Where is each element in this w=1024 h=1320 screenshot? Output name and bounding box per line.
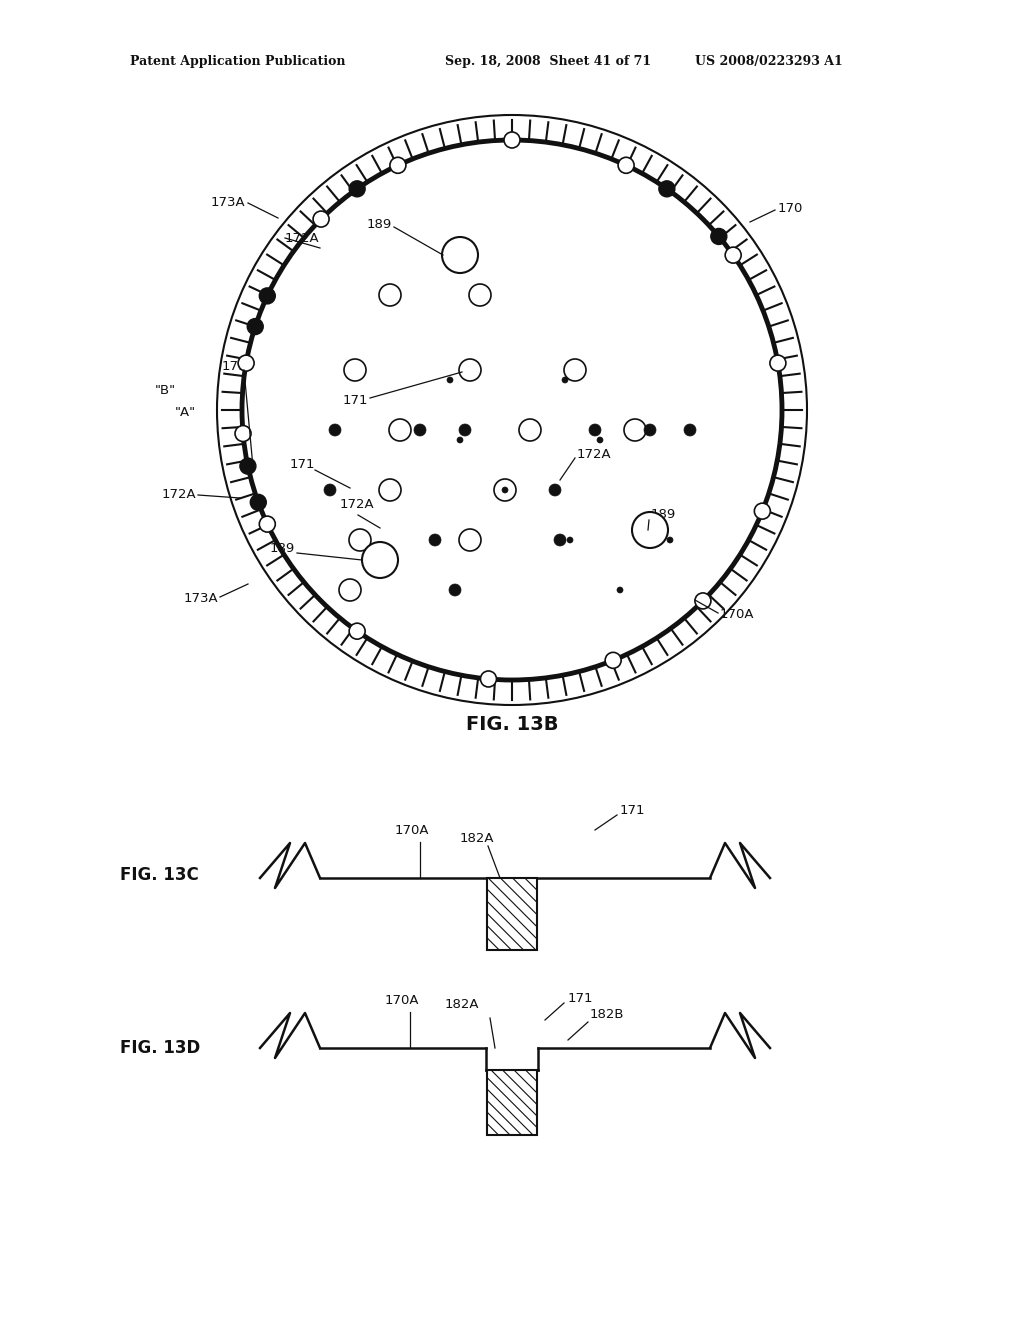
Circle shape [567, 537, 573, 543]
Text: "A": "A" [175, 405, 196, 418]
Circle shape [502, 487, 508, 492]
Circle shape [459, 359, 481, 381]
Text: 171: 171 [620, 804, 645, 817]
Text: 182A: 182A [445, 998, 479, 1011]
Text: 171: 171 [342, 393, 368, 407]
Circle shape [247, 318, 263, 334]
Text: FIG. 13D: FIG. 13D [120, 1039, 201, 1057]
Circle shape [632, 512, 668, 548]
Circle shape [324, 484, 336, 496]
Circle shape [390, 157, 406, 173]
Circle shape [459, 529, 481, 550]
Circle shape [711, 228, 727, 244]
Text: 189: 189 [651, 508, 676, 521]
Circle shape [313, 211, 329, 227]
Bar [487, 1071, 537, 1135]
Circle shape [447, 378, 453, 383]
Circle shape [457, 437, 463, 444]
Circle shape [644, 424, 656, 436]
Circle shape [259, 516, 275, 532]
Circle shape [480, 671, 497, 686]
Circle shape [562, 378, 568, 383]
Circle shape [349, 623, 366, 639]
Circle shape [379, 479, 401, 502]
Text: 189: 189 [269, 541, 295, 554]
Circle shape [504, 132, 520, 148]
Text: 173A: 173A [210, 197, 245, 210]
Circle shape [667, 537, 673, 543]
Circle shape [589, 424, 601, 436]
Circle shape [755, 503, 770, 519]
Circle shape [349, 181, 366, 197]
Text: 171: 171 [290, 458, 315, 471]
Circle shape [329, 424, 341, 436]
Circle shape [442, 238, 478, 273]
Circle shape [494, 479, 516, 502]
Text: 171: 171 [568, 991, 594, 1005]
Text: 189: 189 [367, 219, 392, 231]
Bar [487, 878, 537, 950]
Text: Sep. 18, 2008  Sheet 41 of 71: Sep. 18, 2008 Sheet 41 of 71 [445, 55, 651, 69]
Text: "B": "B" [155, 384, 176, 396]
Text: 182A: 182A [460, 832, 495, 845]
Circle shape [239, 355, 254, 371]
Circle shape [236, 425, 251, 441]
Text: 170: 170 [778, 202, 804, 214]
Circle shape [605, 652, 622, 668]
Text: 173A: 173A [183, 591, 218, 605]
Text: 171: 171 [222, 360, 248, 374]
Circle shape [362, 543, 398, 578]
Text: 182B: 182B [590, 1008, 625, 1022]
Circle shape [549, 484, 561, 496]
Circle shape [259, 288, 275, 304]
Text: 172A: 172A [285, 231, 319, 244]
Circle shape [344, 359, 366, 381]
Circle shape [414, 424, 426, 436]
Text: 170A: 170A [720, 609, 755, 622]
Circle shape [339, 579, 361, 601]
Circle shape [240, 458, 256, 474]
Circle shape [389, 418, 411, 441]
Circle shape [449, 583, 461, 597]
Circle shape [554, 535, 566, 546]
Circle shape [770, 355, 785, 371]
Circle shape [564, 359, 586, 381]
Text: 172A: 172A [340, 499, 375, 511]
Text: 170A: 170A [385, 994, 420, 1006]
Circle shape [469, 284, 490, 306]
Text: 172A: 172A [577, 449, 611, 462]
Circle shape [250, 495, 266, 511]
Text: 170A: 170A [395, 824, 429, 837]
Circle shape [658, 181, 675, 197]
Circle shape [618, 157, 634, 173]
Circle shape [429, 535, 441, 546]
Text: FIG. 13C: FIG. 13C [120, 866, 199, 884]
Text: FIG. 13B: FIG. 13B [466, 715, 558, 734]
Text: US 2008/0223293 A1: US 2008/0223293 A1 [695, 55, 843, 69]
Circle shape [459, 424, 471, 436]
Circle shape [725, 247, 741, 263]
Text: Patent Application Publication: Patent Application Publication [130, 55, 345, 69]
Circle shape [617, 587, 623, 593]
Text: 172A: 172A [162, 488, 196, 502]
Circle shape [684, 424, 696, 436]
Circle shape [624, 418, 646, 441]
Circle shape [519, 418, 541, 441]
Circle shape [597, 437, 603, 444]
Circle shape [349, 529, 371, 550]
Circle shape [379, 284, 401, 306]
Circle shape [695, 593, 711, 609]
